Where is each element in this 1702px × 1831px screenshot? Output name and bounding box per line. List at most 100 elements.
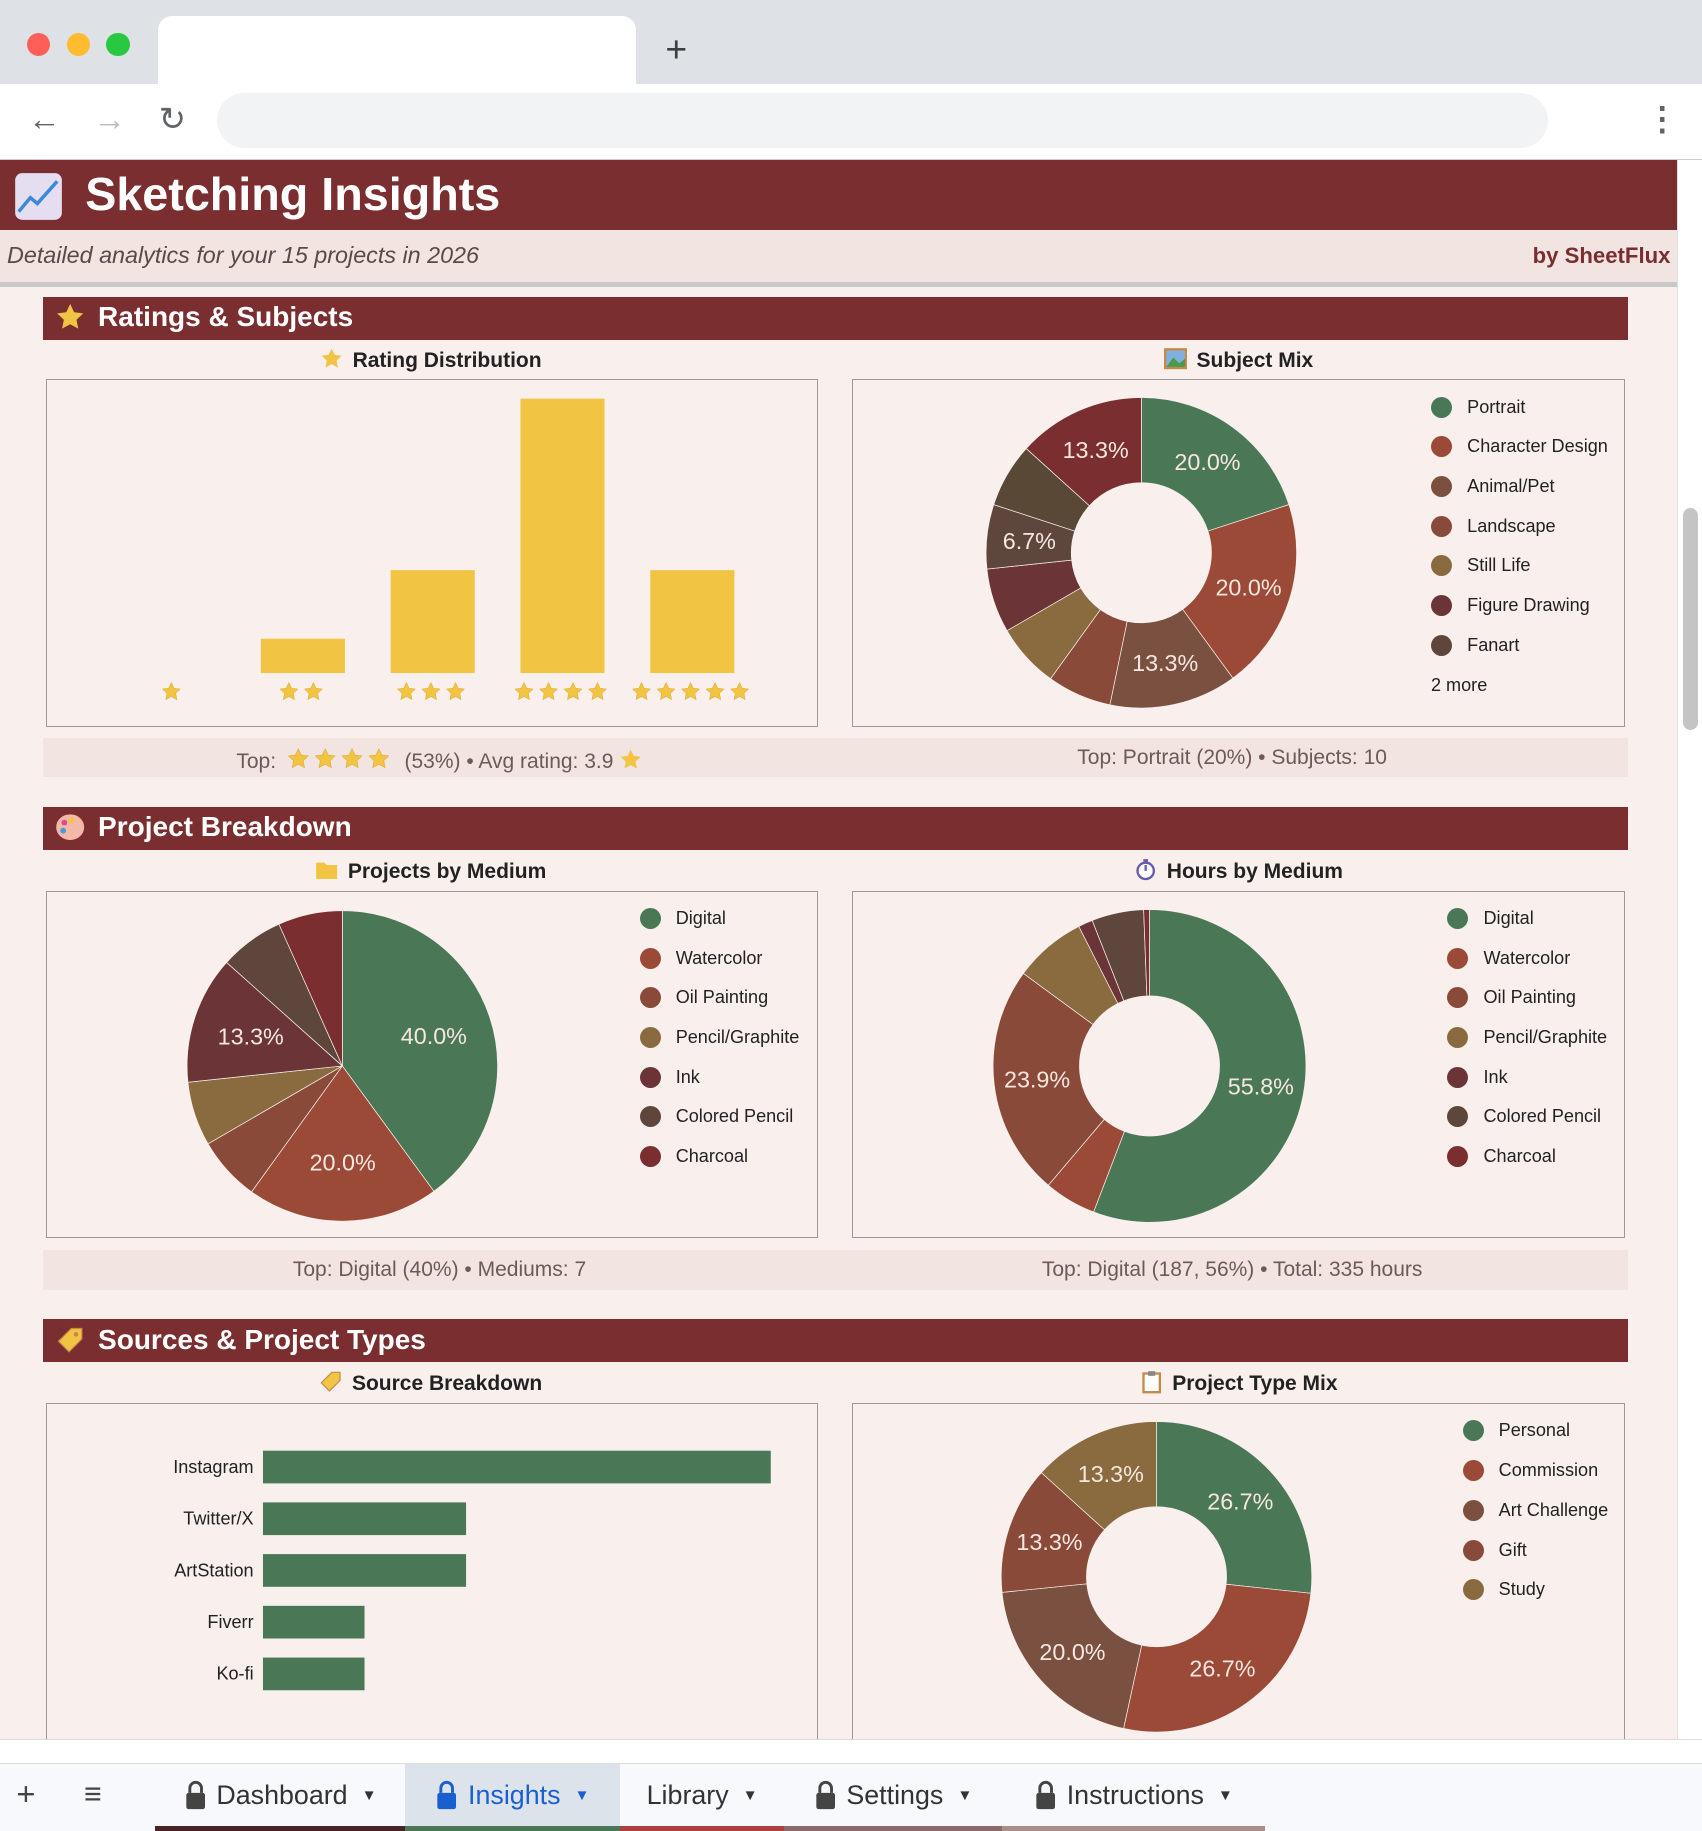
- legend-dot: [1462, 1460, 1484, 1482]
- star-icon: [620, 749, 641, 769]
- browser-toolbar: ← → ↻ ⋮: [0, 84, 1702, 160]
- sheet-tab-label: Insights: [468, 1779, 561, 1810]
- sheet-tab-label: Library: [646, 1779, 729, 1810]
- legend-item: Colored Pencil: [639, 1097, 800, 1137]
- section-title: Project Breakdown: [98, 811, 352, 843]
- bar-label: Fiverr: [207, 1612, 253, 1632]
- medium-chart: 40.0% 20.0% 13.3% Digital Watercolor Oil Pain…: [45, 890, 818, 1239]
- dropdown-arrow-icon[interactable]: ▼: [742, 1786, 758, 1804]
- summary-prefix: Top:: [236, 750, 277, 774]
- sheet-tab-instructions[interactable]: Instructions ▼: [1001, 1764, 1266, 1831]
- minimize-window-button[interactable]: [66, 32, 90, 57]
- legend-dot: [1430, 436, 1452, 458]
- legend-dot: [1447, 987, 1469, 1009]
- hours-chart: 55.8% 23.9% Digital Watercolor Oil Painting P…: [852, 890, 1625, 1239]
- legend-label: Personal: [1498, 1420, 1571, 1441]
- legend-label: Watercolor: [675, 947, 763, 968]
- pie-slice: [1025, 397, 1142, 507]
- slice-label: 55.8%: [1228, 1073, 1294, 1099]
- legend-label: Fanart: [1467, 634, 1520, 655]
- pie-slice: [1143, 908, 1151, 996]
- legend-dot: [1462, 1420, 1484, 1442]
- sheet-tab-label: Instructions: [1066, 1779, 1204, 1810]
- header-banner: Sketching Insights: [0, 159, 1678, 230]
- slice-label: 13.3%: [1078, 1461, 1144, 1487]
- dropdown-arrow-icon[interactable]: ▼: [361, 1786, 377, 1804]
- new-tab-button[interactable]: +: [665, 28, 688, 71]
- horizontal-scrollbar[interactable]: [0, 1739, 1702, 1764]
- legend-dot: [1462, 1579, 1484, 1601]
- scrollbar-thumb[interactable]: [1683, 507, 1699, 730]
- summary-ratings-subjects: Top: (53%) • Avg rating: 3.9 Top: Portra…: [43, 737, 1629, 778]
- forward-icon[interactable]: →: [93, 100, 127, 138]
- close-window-button[interactable]: [26, 32, 51, 57]
- browser-tab[interactable]: [157, 16, 637, 85]
- legend-dot: [1447, 947, 1469, 969]
- pie-slice: [1093, 908, 1307, 1223]
- chart-title-subject: Subject Mix: [853, 347, 1623, 373]
- legend-item: Charcoal: [639, 1137, 800, 1177]
- legend-item: Fanart: [1430, 626, 1608, 666]
- sheet-tab-dashboard[interactable]: Dashboard ▼: [155, 1764, 406, 1831]
- address-bar[interactable]: [217, 93, 1548, 149]
- maximize-window-button[interactable]: [106, 32, 130, 57]
- legend-more[interactable]: 2 more: [1430, 674, 1488, 695]
- source-bar: [262, 1657, 365, 1691]
- legend-item: Figure Drawing: [1430, 586, 1608, 626]
- pie-slice: [1123, 1583, 1312, 1733]
- legend-label: Still Life: [1467, 555, 1531, 576]
- pie-slice: [1182, 504, 1298, 680]
- legend-label: Charcoal: [1483, 1146, 1556, 1167]
- chart-increasing-icon: [15, 172, 62, 220]
- slice-label: 26.7%: [1207, 1489, 1273, 1515]
- star-icon: [680, 682, 700, 701]
- legend-dot: [1462, 1499, 1484, 1521]
- sheet-tab-library[interactable]: Library ▼: [619, 1764, 785, 1831]
- legend-dot: [1430, 396, 1452, 418]
- add-sheet-button[interactable]: +: [16, 1775, 36, 1813]
- legend-label: Digital: [675, 908, 726, 929]
- source-bar: [262, 1450, 771, 1484]
- slice-label: 13.3%: [217, 1023, 283, 1049]
- hours-summary: Top: Digital (187, 56%) • Total: 335 hou…: [1041, 1258, 1423, 1282]
- sheet-tab-insights[interactable]: Insights ▼: [405, 1763, 620, 1831]
- legend-dot: [1447, 1027, 1469, 1049]
- star-icon: [705, 682, 725, 701]
- pie-slice: [186, 961, 343, 1083]
- page-title: Sketching Insights: [85, 167, 501, 220]
- lock-icon: [816, 1780, 835, 1810]
- reload-icon[interactable]: ↻: [158, 100, 187, 138]
- vertical-scrollbar[interactable]: [1677, 159, 1702, 1763]
- dropdown-arrow-icon[interactable]: ▼: [574, 1786, 590, 1804]
- star-icon: [396, 682, 416, 701]
- star-icon: [729, 682, 749, 701]
- legend-label: Pencil/Graphite: [675, 1027, 800, 1048]
- legend-label: Ink: [675, 1066, 700, 1087]
- chart-title-text: Source Breakdown: [351, 1372, 543, 1396]
- star-icon: [314, 747, 336, 769]
- legend-dot: [639, 1027, 661, 1049]
- legend-item: Commission: [1462, 1451, 1609, 1491]
- rating-chart: [45, 379, 818, 727]
- sheet-tabs-bar: + ≡ Dashboard ▼ Insights ▼ Library ▼ Settings ▼…: [0, 1762, 1702, 1831]
- browser-menu-icon[interactable]: ⋮: [1645, 100, 1679, 138]
- lock-icon: [437, 1780, 457, 1810]
- legend-label: Charcoal: [675, 1146, 749, 1167]
- legend-dot: [1447, 1146, 1469, 1168]
- legend-dot: [1447, 1106, 1469, 1128]
- legend-label: Colored Pencil: [675, 1106, 794, 1127]
- sheet-tab-settings[interactable]: Settings ▼: [784, 1764, 1002, 1831]
- back-icon[interactable]: ←: [28, 100, 61, 138]
- legend-dot: [639, 1106, 661, 1128]
- slice-label: 23.9%: [1004, 1066, 1070, 1092]
- all-sheets-menu-icon[interactable]: ≡: [84, 1777, 102, 1811]
- slice-label: 40.0%: [400, 1023, 466, 1049]
- legend-item: Ink: [1447, 1057, 1607, 1097]
- star-icon: [538, 682, 558, 701]
- dropdown-arrow-icon[interactable]: ▼: [957, 1786, 973, 1804]
- legend-dot: [1430, 555, 1452, 577]
- legend-item: Landscape: [1430, 506, 1608, 546]
- ptype-chart: 26.7% 26.7% 20.0% 13.3% 13.3% Personal Commiss…: [852, 1403, 1625, 1740]
- legend-item: Pencil/Graphite: [639, 1018, 800, 1058]
- dropdown-arrow-icon[interactable]: ▼: [1217, 1786, 1233, 1804]
